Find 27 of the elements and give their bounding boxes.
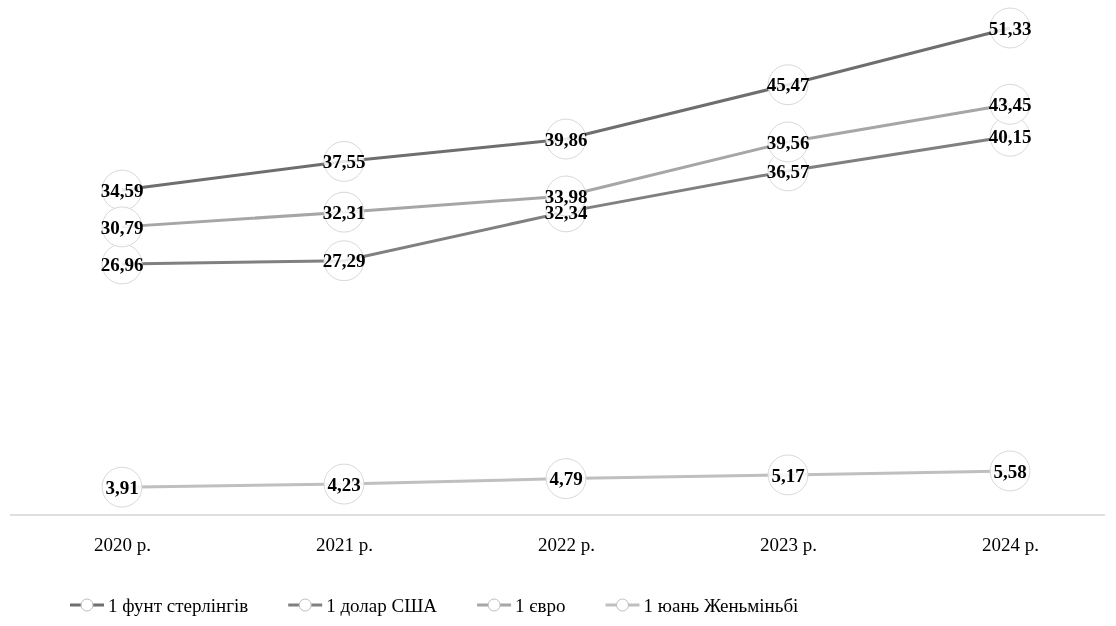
data-label: 27,29 <box>322 250 366 272</box>
data-label: 4,23 <box>327 473 361 495</box>
x-tick-label: 2022 р. <box>538 534 595 556</box>
x-tick-label: 2024 р. <box>982 534 1039 556</box>
x-tick-label: 2021 р. <box>316 534 373 556</box>
data-label: 37,55 <box>322 151 366 173</box>
data-label: 4,79 <box>549 468 583 490</box>
data-label: 39,56 <box>766 131 810 153</box>
data-label: 30,79 <box>100 216 144 238</box>
x-tick-label: 2023 р. <box>760 534 817 556</box>
data-label: 43,45 <box>988 93 1032 115</box>
data-label: 26,96 <box>100 253 144 275</box>
data-label: 40,15 <box>988 125 1032 147</box>
data-label: 5,17 <box>771 464 806 486</box>
data-label: 36,57 <box>766 160 810 182</box>
legend-label: 1 фунт стерлінгів <box>108 594 249 616</box>
data-label: 51,33 <box>988 17 1032 39</box>
legend-label: 1 долар США <box>326 594 438 616</box>
data-label: 5,58 <box>993 460 1027 482</box>
data-label: 34,59 <box>100 179 144 201</box>
x-tick-label: 2020 р. <box>94 534 151 556</box>
data-label: 32,31 <box>322 201 366 223</box>
legend-label: 1 євро <box>515 594 566 616</box>
data-label: 45,47 <box>766 74 810 96</box>
data-label: 39,86 <box>544 128 588 150</box>
legend-label: 1 юань Женьміньбі <box>643 594 799 616</box>
data-label: 3,91 <box>105 476 139 498</box>
